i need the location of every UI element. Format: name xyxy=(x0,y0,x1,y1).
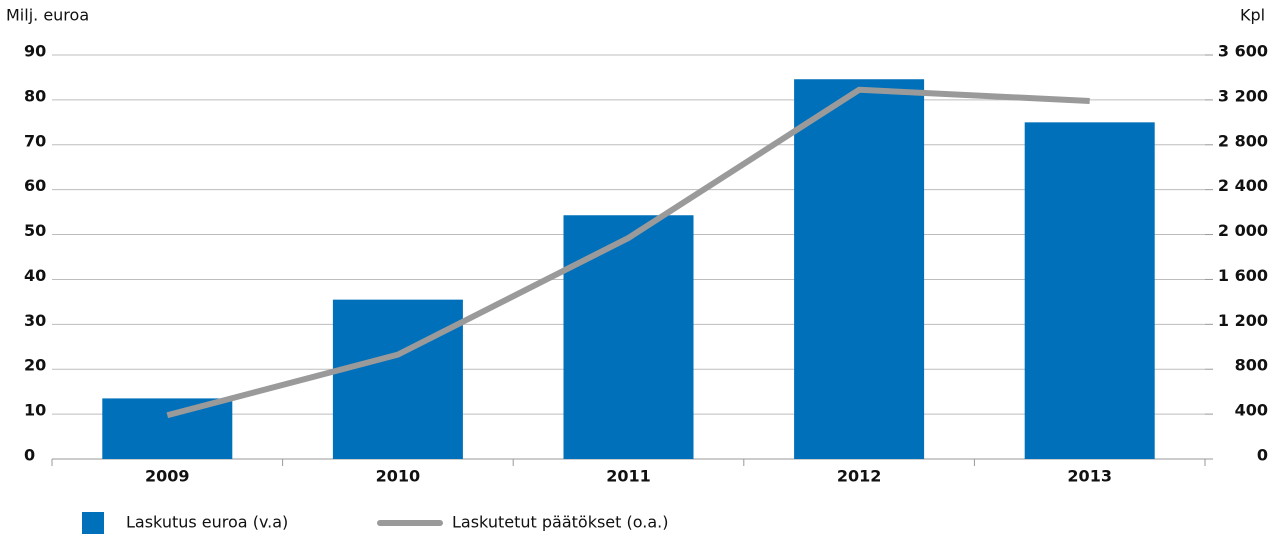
bar xyxy=(102,398,233,459)
y-tick-label: 60 xyxy=(24,176,46,195)
y-tick-label: 40 xyxy=(24,266,46,285)
y-tick-label: 10 xyxy=(24,401,46,420)
y2-tick-label: 1 200 xyxy=(1218,311,1268,330)
x-tick-label: 2010 xyxy=(376,467,421,486)
bar xyxy=(794,79,925,460)
legend-label: Laskutetut päätökset (o.a.) xyxy=(452,513,668,532)
y-tick-label: 20 xyxy=(24,356,46,375)
y2-tick-label: 3 200 xyxy=(1218,86,1268,105)
bar xyxy=(332,299,463,459)
y-axis-label: Milj. euroa xyxy=(6,6,89,25)
y-tick-label: 90 xyxy=(24,42,46,61)
y2-tick-label: 3 600 xyxy=(1218,42,1268,61)
y-tick-label: 70 xyxy=(24,131,46,150)
y2-tick-label: 800 xyxy=(1235,356,1268,375)
y2-tick-label: 2 400 xyxy=(1218,176,1268,195)
legend-swatch xyxy=(82,512,104,534)
y2-tick-label: 0 xyxy=(1257,446,1268,465)
x-tick-label: 2011 xyxy=(606,467,651,486)
legend-label: Laskutus euroa (v.a) xyxy=(126,513,288,532)
y2-tick-label: 2 800 xyxy=(1218,131,1268,150)
y2-axis-label: Kpl xyxy=(1240,6,1265,25)
x-tick-label: 2012 xyxy=(837,467,882,486)
y-tick-label: 80 xyxy=(24,86,46,105)
y2-tick-label: 1 600 xyxy=(1218,266,1268,285)
y-tick-label: 50 xyxy=(24,221,46,240)
bar xyxy=(563,215,694,459)
y2-tick-label: 2 000 xyxy=(1218,221,1268,240)
x-tick-label: 2009 xyxy=(145,467,190,486)
y2-tick-label: 400 xyxy=(1235,401,1268,420)
y-tick-label: 0 xyxy=(24,446,35,465)
line xyxy=(166,86,1090,419)
x-tick-label: 2013 xyxy=(1067,467,1112,486)
y-tick-label: 30 xyxy=(24,311,46,330)
bar xyxy=(1024,122,1155,459)
